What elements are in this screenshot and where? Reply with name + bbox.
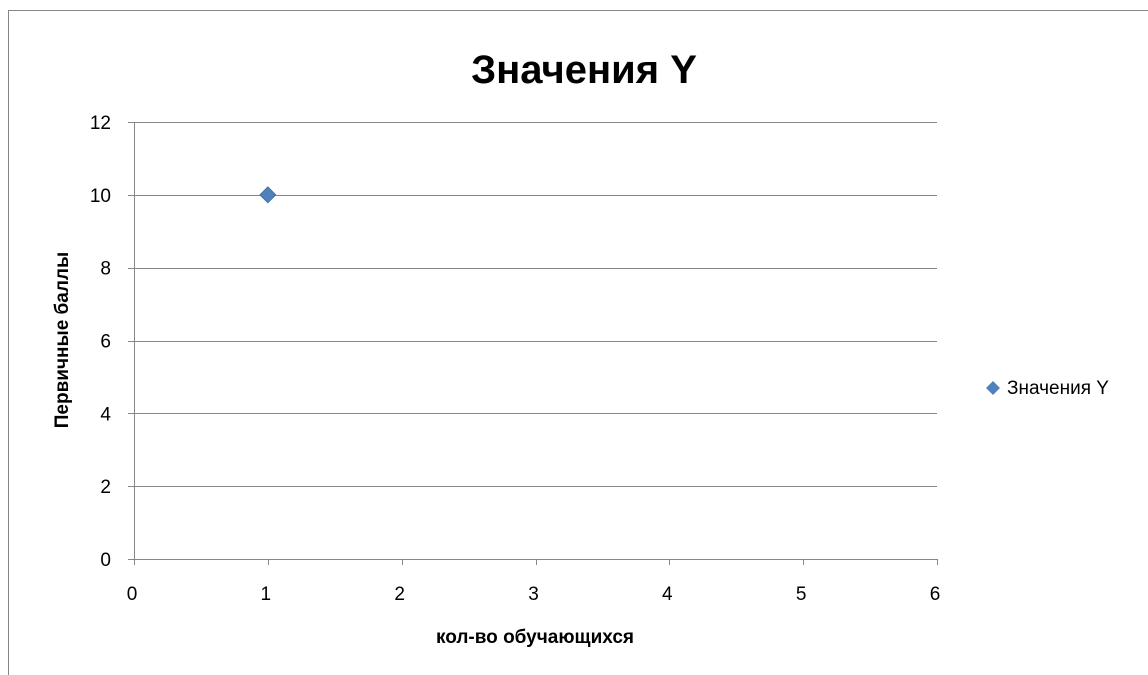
y-tick-labels: 0 2 4 6 8 10 12 — [90, 113, 134, 571]
y-tick-label: 12 — [90, 113, 111, 134]
data-point — [259, 186, 277, 204]
x-tick-labels: 0 1 2 3 4 5 6 — [127, 559, 941, 605]
axes — [134, 122, 937, 560]
legend: Значения Y — [986, 378, 1109, 399]
y-tick-label: 10 — [90, 186, 111, 207]
x-tick-label: 5 — [796, 584, 807, 605]
y-tick-label: 8 — [100, 259, 111, 280]
gridlines — [134, 122, 937, 487]
x-tick-label: 2 — [394, 584, 405, 605]
x-tick-label: 3 — [528, 584, 539, 605]
x-axis-label: кол-во обучающихся — [436, 627, 634, 648]
x-tick-label: 1 — [261, 584, 272, 605]
chart-border — [8, 10, 1148, 675]
chart-title: Значения Y — [471, 48, 697, 92]
legend-marker — [986, 381, 1000, 395]
x-tick-label: 0 — [127, 584, 138, 605]
y-axis-label: Первичные баллы — [52, 252, 73, 428]
data-points — [259, 186, 277, 204]
x-tick-label: 6 — [930, 584, 941, 605]
x-tick-label: 4 — [662, 584, 673, 605]
y-tick-label: 2 — [100, 477, 111, 498]
legend-entry: Значения Y — [1007, 378, 1109, 399]
y-tick-label: 4 — [100, 404, 111, 425]
y-tick-label: 6 — [100, 332, 111, 353]
y-tick-label: 0 — [100, 550, 111, 571]
